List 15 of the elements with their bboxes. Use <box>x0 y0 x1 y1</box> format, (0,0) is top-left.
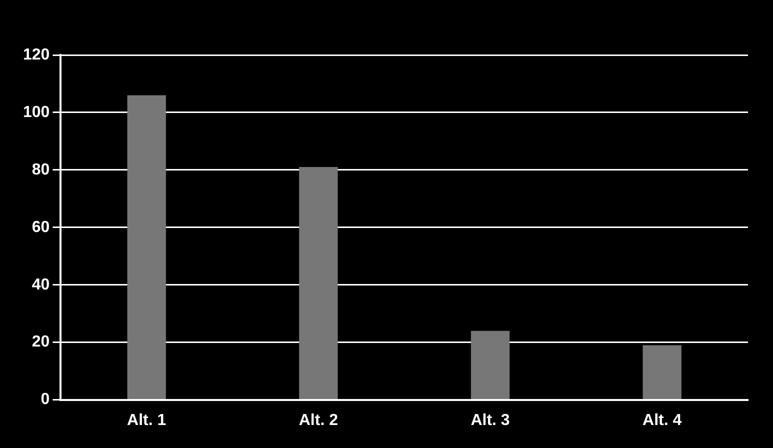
y-tick-label: 20 <box>32 334 50 351</box>
bar <box>642 345 682 400</box>
x-tick-label: Alt. 2 <box>298 412 338 429</box>
y-tick-label: 100 <box>22 104 50 121</box>
y-tick-label: 40 <box>32 276 50 294</box>
y-tick-label: 80 <box>32 161 50 178</box>
x-tick-label: Alt. 1 <box>127 412 166 429</box>
x-tick-label: Alt. 4 <box>642 412 682 429</box>
y-tick-label: 60 <box>32 218 50 236</box>
y-tick-label: 0 <box>40 391 50 408</box>
y-tick-label: 120 <box>22 46 50 64</box>
x-tick-label: Alt. 3 <box>470 412 510 429</box>
bar <box>127 95 166 400</box>
bar <box>470 330 510 400</box>
bar <box>299 167 338 400</box>
